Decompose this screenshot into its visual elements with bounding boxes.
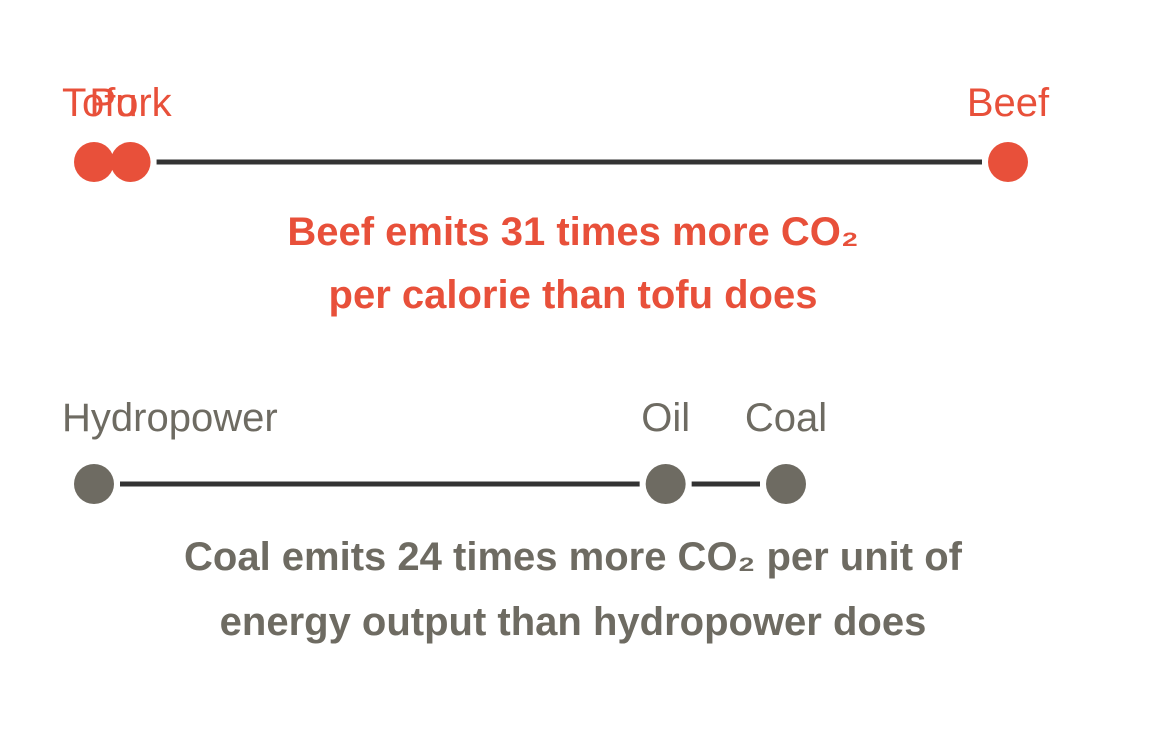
point-label: Beef bbox=[967, 81, 1050, 125]
point-label: Oil bbox=[641, 396, 690, 440]
caption-line: Coal emits 24 times more CO₂ per unit of bbox=[184, 535, 963, 579]
data-point-hydropower bbox=[74, 464, 114, 504]
point-label: Hydropower bbox=[62, 396, 278, 440]
caption-line: Beef emits 31 times more CO₂ bbox=[287, 210, 858, 254]
data-point-coal bbox=[766, 464, 806, 504]
data-point-beef bbox=[988, 142, 1028, 182]
energy-emissions-panel: Hydropower Oil Coal Coal emits 24 times mor… bbox=[62, 396, 963, 644]
data-point-tofu bbox=[74, 142, 114, 182]
caption-line: per calorie than tofu does bbox=[329, 273, 818, 317]
data-point-pork bbox=[110, 142, 151, 182]
caption-line: energy output than hydropower does bbox=[220, 600, 927, 644]
point-label: Tofu bbox=[62, 81, 138, 125]
point-label: Pork bbox=[89, 81, 172, 125]
point-label: Coal bbox=[745, 396, 827, 440]
data-point-oil bbox=[645, 464, 686, 504]
